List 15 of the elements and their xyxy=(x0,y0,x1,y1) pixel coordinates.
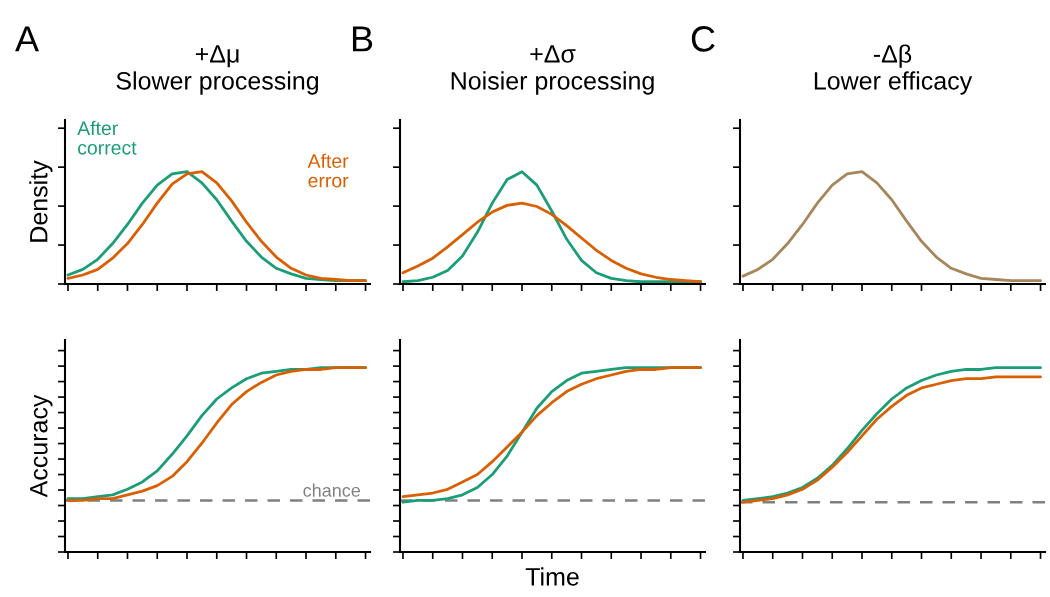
y-axis-title: Accuracy xyxy=(30,394,53,498)
text: B xyxy=(352,26,373,52)
ref-line-label: chance xyxy=(303,483,361,497)
chart-subtitle: Slower processing xyxy=(116,71,319,95)
chart-title: +Δμ xyxy=(195,45,239,68)
text: A xyxy=(15,26,40,52)
series-label: After correct xyxy=(77,120,137,155)
text: After error xyxy=(307,153,349,188)
chart-subtitle: Lower efficacy xyxy=(814,71,973,95)
y-axis-title: Density xyxy=(29,160,53,242)
chart-title: +Δσ xyxy=(530,45,576,63)
text: C xyxy=(691,26,715,52)
x-axis-title: Time xyxy=(525,567,579,586)
chart-title: -Δβ xyxy=(873,44,912,68)
chart-subtitle: Noisier processing xyxy=(451,71,654,95)
